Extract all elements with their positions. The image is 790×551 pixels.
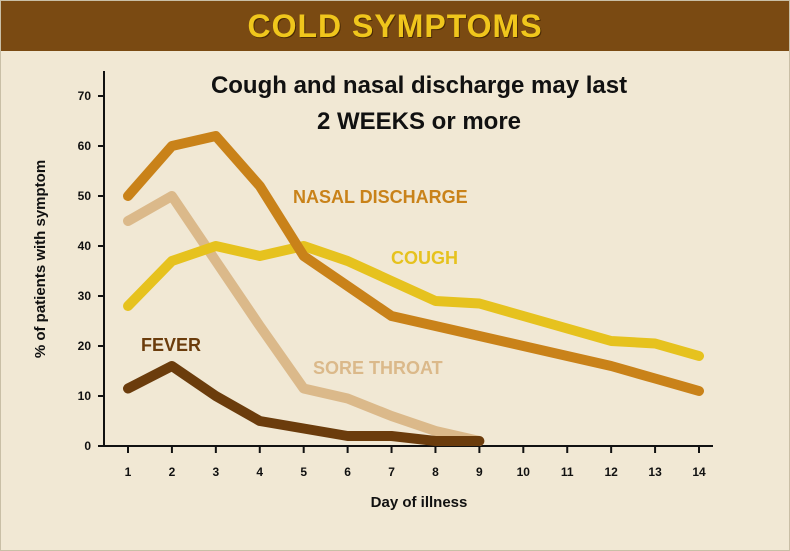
x-tick-label: 1 [125,465,132,479]
y-tick-label: 0 [84,439,91,453]
x-tick-label: 13 [648,465,662,479]
x-tick-label: 6 [344,465,351,479]
x-tick-label: 11 [561,465,574,479]
y-tick-label: 30 [78,289,92,303]
y-tick-label: 50 [78,189,92,203]
title-banner: COLD SYMPTOMS [1,1,789,51]
x-tick-label: 5 [300,465,307,479]
x-axis-title: Day of illness [371,494,468,511]
series-label-nasal-discharge: NASAL DISCHARGE [293,187,468,207]
x-tick-label: 3 [213,465,220,479]
x-tick-label: 10 [517,465,531,479]
x-tick-label: 14 [692,465,706,479]
y-tick-label: 60 [78,139,92,153]
chart-title: Cough and nasal discharge may last [211,72,627,99]
y-tick-label: 70 [78,89,92,103]
series-lines [123,131,704,446]
series-line-fever [123,361,485,446]
x-ticks: 1 2 3 4 5 6 7 8 9 10 11 12 13 14 [125,446,706,479]
y-tick-label: 20 [78,339,92,353]
x-tick-label: 8 [432,465,439,479]
series-line-nasal-discharge [123,131,704,396]
series-label-cough: COUGH [391,248,458,268]
series-line-cough [123,241,704,361]
chart-subtitle: 2 WEEKS or more [317,108,521,135]
x-tick-label: 4 [256,465,263,479]
x-tick-label: 12 [604,465,618,479]
series-label-sore-throat: SORE THROAT [313,358,443,378]
banner-title: COLD SYMPTOMS [247,7,543,44]
y-tick-label: 10 [78,389,92,403]
x-tick-label: 2 [169,465,176,479]
y-axis-title: % of patients with symptom [32,160,49,358]
x-tick-label: 7 [388,465,395,479]
y-ticks: 0 10 20 30 40 50 60 70 [78,89,104,453]
series-label-fever: FEVER [141,335,201,355]
y-tick-label: 40 [78,239,92,253]
series-line-sore-throat [123,191,485,446]
x-tick-label: 9 [476,465,483,479]
